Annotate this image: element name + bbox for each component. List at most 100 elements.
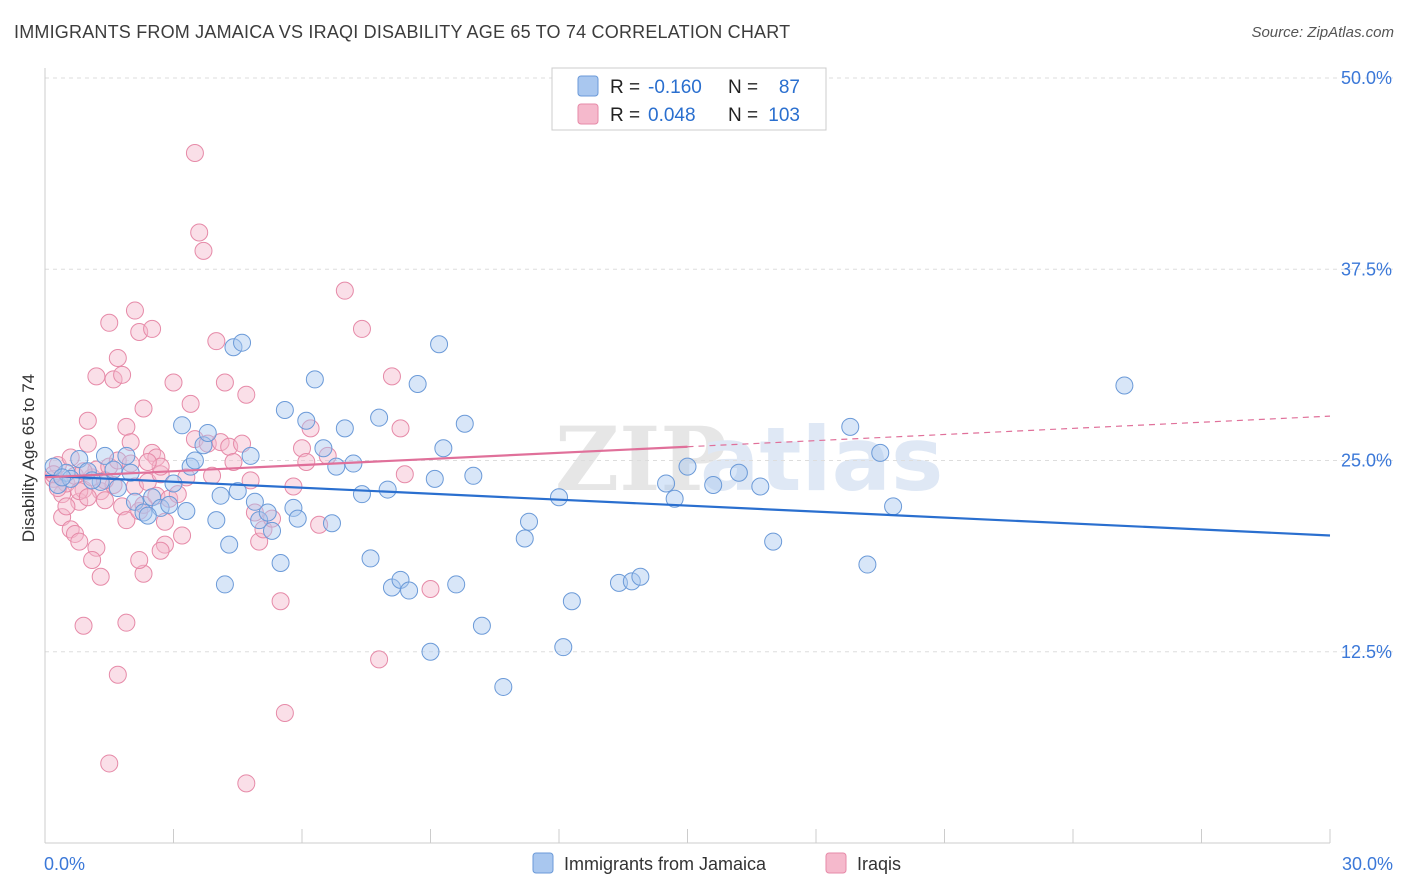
legend-n-value-2: 103 (768, 105, 800, 126)
data-point-jamaica (70, 449, 89, 468)
data-point-iraqis (382, 367, 401, 386)
data-point-iraqis (113, 365, 132, 384)
data-point-jamaica (117, 446, 136, 465)
data-point-jamaica (657, 474, 676, 493)
legend: R = -0.160 N = 87 R = 0.048 N = 103 (551, 67, 827, 131)
data-point-iraqis (151, 541, 170, 560)
data-point-iraqis (275, 703, 294, 722)
watermark-zip: ZIP (555, 407, 727, 511)
data-point-jamaica (215, 575, 234, 594)
series-iraqis (44, 143, 440, 793)
data-point-jamaica (207, 511, 226, 530)
data-point-iraqis (108, 348, 127, 367)
data-point-jamaica (764, 532, 783, 551)
data-point-jamaica (314, 439, 333, 458)
trend-lines (44, 415, 1331, 537)
tick-labels: 12.5% 25.0% 37.5% 50.0% 0.0% 30.0% (44, 68, 1393, 874)
legend-swatch-iraqis (577, 103, 599, 125)
data-point-jamaica (335, 419, 354, 438)
data-point-jamaica (665, 489, 684, 508)
legend-n-value-1: 87 (779, 77, 800, 98)
data-point-jamaica (408, 375, 427, 393)
watermark: ZIP atlas (555, 407, 943, 511)
data-point-jamaica (434, 439, 453, 458)
data-point-jamaica (284, 498, 303, 517)
data-point-jamaica (245, 492, 264, 511)
data-point-iraqis (233, 434, 252, 453)
data-point-jamaica (288, 509, 307, 528)
bottom-legend-swatch-iraqis (825, 852, 847, 874)
data-point-iraqis (293, 439, 311, 458)
data-point-jamaica (550, 488, 568, 507)
data-point-jamaica (305, 370, 324, 389)
source-label: Source: ZipAtlas.com (1251, 24, 1394, 41)
data-point-iraqis (100, 313, 119, 332)
data-point-jamaica (678, 457, 697, 476)
data-point-iraqis (134, 399, 153, 418)
data-point-iraqis (117, 511, 136, 530)
data-point-iraqis (391, 419, 410, 438)
data-point-iraqis (108, 665, 127, 684)
data-point-iraqis (190, 223, 209, 242)
data-point-jamaica (884, 497, 903, 516)
data-point-iraqis (310, 515, 329, 534)
axes (44, 68, 1331, 844)
grid (45, 77, 1395, 653)
data-point-iraqis (151, 465, 170, 484)
data-point-iraqis (335, 281, 354, 300)
trend-line-iraqis-extension (687, 415, 1331, 448)
data-point-iraqis (207, 332, 226, 351)
trend-line-jamaica (44, 474, 1331, 537)
data-point-iraqis (78, 434, 97, 453)
data-point-jamaica (562, 592, 581, 611)
data-point-iraqis (215, 373, 234, 392)
data-point-iraqis (117, 613, 136, 632)
data-point-iraqis (104, 370, 123, 389)
data-point-jamaica (447, 575, 466, 594)
data-point-iraqis (297, 453, 316, 472)
data-point-iraqis (143, 319, 162, 338)
data-point-jamaica (352, 485, 371, 504)
data-point-jamaica (1115, 376, 1134, 395)
data-point-jamaica (609, 573, 628, 592)
data-point-iraqis (155, 512, 174, 531)
data-point-iraqis (117, 417, 136, 436)
data-point-iraqis (352, 319, 371, 338)
data-point-iraqis (78, 488, 97, 507)
bottom-legend-label-jamaica: Immigrants from Jamaica (564, 854, 767, 874)
data-point-iraqis (194, 241, 213, 260)
y-tick-label: 25.0% (1341, 451, 1392, 471)
data-point-jamaica (108, 479, 127, 498)
data-point-iraqis (70, 532, 89, 551)
legend-n-label-1: N = (728, 77, 758, 98)
data-point-jamaica (871, 443, 890, 462)
data-point-jamaica (622, 572, 641, 591)
data-point-jamaica (455, 414, 474, 433)
data-point-jamaica (631, 567, 650, 586)
y-tick-label: 12.5% (1341, 642, 1392, 662)
data-point-jamaica (297, 411, 316, 430)
data-point-iraqis (83, 550, 102, 569)
y-axis-label: Disability Age 65 to 74 (19, 374, 38, 542)
data-point-jamaica (160, 495, 179, 514)
series-jamaica (44, 333, 1134, 696)
legend-swatch-jamaica (577, 75, 599, 97)
data-point-jamaica (400, 581, 419, 600)
data-point-jamaica (841, 417, 860, 436)
legend-r-value-2: 0.048 (648, 105, 696, 126)
data-point-iraqis (237, 774, 256, 793)
y-tick-label: 50.0% (1341, 68, 1392, 88)
data-point-jamaica (173, 416, 192, 435)
data-point-jamaica (520, 512, 539, 531)
data-point-jamaica (177, 501, 196, 520)
data-point-iraqis (134, 564, 153, 583)
data-point-jamaica (211, 486, 230, 505)
data-point-iraqis (74, 616, 93, 635)
data-point-jamaica (138, 506, 157, 525)
data-point-jamaica (515, 529, 534, 548)
data-point-jamaica (729, 463, 748, 482)
data-point-iraqis (87, 367, 106, 386)
data-point-jamaica (378, 480, 397, 499)
data-point-jamaica (198, 423, 217, 442)
